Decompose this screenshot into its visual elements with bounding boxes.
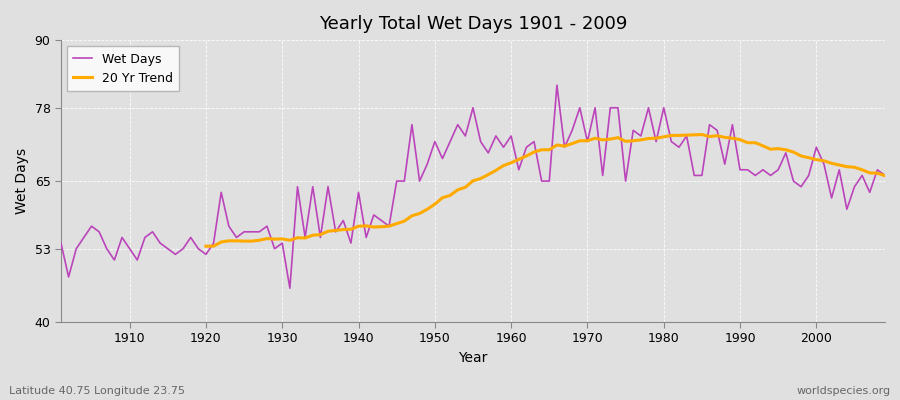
20 Yr Trend — [788, 150, 799, 154]
20 Yr Trend — [407, 213, 418, 218]
Wet Days — [506, 134, 517, 138]
20 Yr Trend — [673, 133, 684, 138]
Wet Days — [56, 241, 67, 246]
20 Yr Trend — [879, 173, 890, 178]
Wet Days — [292, 184, 303, 189]
20 Yr Trend — [292, 235, 303, 240]
Wet Days — [513, 167, 524, 172]
20 Yr Trend — [773, 146, 784, 151]
20 Yr Trend — [697, 132, 707, 137]
Legend: Wet Days, 20 Yr Trend: Wet Days, 20 Yr Trend — [68, 46, 179, 91]
Wet Days — [338, 218, 348, 223]
Text: worldspecies.org: worldspecies.org — [796, 386, 891, 396]
Wet Days — [117, 235, 128, 240]
Wet Days — [613, 105, 624, 110]
Line: 20 Yr Trend: 20 Yr Trend — [206, 134, 885, 246]
Title: Yearly Total Wet Days 1901 - 2009: Yearly Total Wet Days 1901 - 2009 — [319, 15, 627, 33]
Wet Days — [552, 83, 562, 88]
20 Yr Trend — [201, 244, 212, 248]
Text: Latitude 40.75 Longitude 23.75: Latitude 40.75 Longitude 23.75 — [9, 386, 185, 396]
Line: Wet Days: Wet Days — [61, 85, 885, 288]
Wet Days — [284, 286, 295, 290]
20 Yr Trend — [857, 167, 868, 172]
Wet Days — [879, 173, 890, 178]
Y-axis label: Wet Days: Wet Days — [15, 148, 29, 214]
X-axis label: Year: Year — [458, 351, 488, 365]
